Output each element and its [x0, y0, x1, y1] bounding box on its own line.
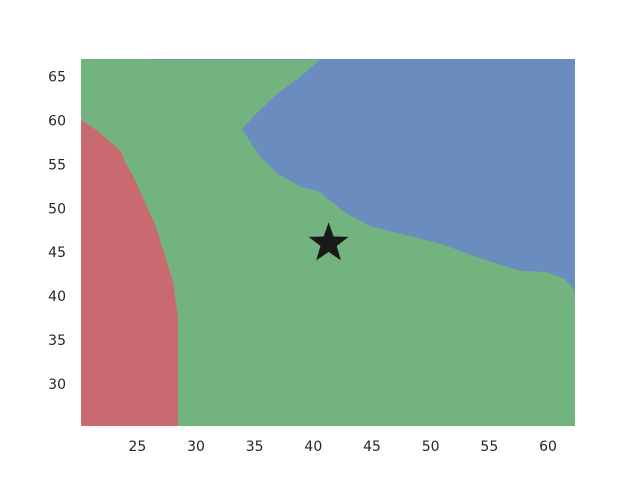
y-tick-label: 50	[48, 201, 66, 217]
y-tick-label: 65	[48, 70, 66, 86]
star-marker	[308, 222, 349, 261]
x-axis-ticks: 25 30 35 40 45 50 55 60	[128, 439, 557, 455]
x-tick-label: 30	[187, 439, 205, 455]
plot-area	[81, 59, 575, 426]
x-tick-label: 35	[246, 439, 264, 455]
y-tick-label: 55	[48, 157, 66, 173]
y-tick-label: 40	[48, 289, 66, 305]
y-tick-label: 35	[48, 333, 66, 349]
x-tick-label: 40	[304, 439, 322, 455]
x-tick-label: 50	[422, 439, 440, 455]
region-red	[81, 119, 178, 426]
region-blue	[151, 59, 575, 291]
y-tick-label: 45	[48, 245, 66, 261]
x-tick-label: 55	[480, 439, 498, 455]
y-tick-label: 30	[48, 377, 66, 393]
x-tick-label: 45	[363, 439, 381, 455]
x-tick-label: 25	[128, 439, 146, 455]
x-tick-label: 60	[539, 439, 557, 455]
y-axis-ticks: 30 35 40 45 50 55 60 65	[48, 70, 66, 393]
y-tick-label: 60	[48, 113, 66, 129]
